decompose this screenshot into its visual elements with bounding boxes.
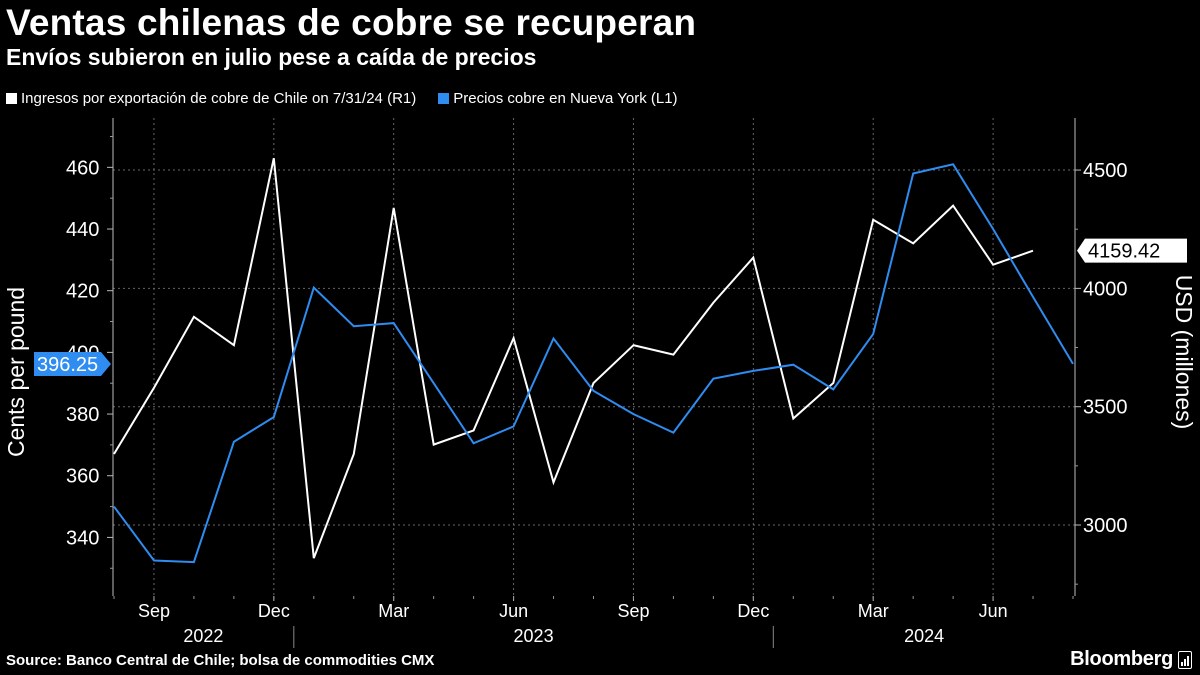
source-note: Source: Banco Central de Chile; bolsa de… xyxy=(6,652,435,669)
x-year-label: 2023 xyxy=(514,626,554,646)
chart-legend: Ingresos por exportación de cobre de Chi… xyxy=(6,90,700,107)
brand-logo: Bloomberg xyxy=(1070,648,1192,671)
series-line-prices xyxy=(113,163,1074,564)
x-tick-label: Mar xyxy=(858,601,889,621)
x-tick-label: Dec xyxy=(737,601,769,621)
brand-name: Bloomberg xyxy=(1070,648,1173,670)
y-left-tick-label: 380 xyxy=(66,404,99,426)
x-year-label: 2024 xyxy=(904,626,944,646)
x-year-label: 2022 xyxy=(183,626,223,646)
legend-swatch-exports xyxy=(6,93,17,104)
last-value-callout-exports xyxy=(1077,238,1187,263)
y-left-tick-label: 460 xyxy=(66,157,99,179)
x-tick-label: Sep xyxy=(617,601,649,621)
y-left-tick-label: 340 xyxy=(66,527,99,549)
y-left-axis-label: Cents per pound xyxy=(3,287,29,457)
x-tick-label: Jun xyxy=(499,601,528,621)
y-left-tick-label: 420 xyxy=(66,281,99,303)
last-value-callout-prices xyxy=(34,351,111,376)
y-right-tick-label: 3500 xyxy=(1083,397,1128,419)
x-tick-label: Dec xyxy=(258,601,290,621)
last-value-text-exports: 4159.42 xyxy=(1088,241,1160,263)
legend-item-exports: Ingresos por exportación de cobre de Chi… xyxy=(6,90,416,107)
legend-item-prices: Precios cobre en Nueva York (L1) xyxy=(438,90,678,107)
legend-label-exports: Ingresos por exportación de cobre de Chi… xyxy=(21,90,417,107)
legend-swatch-prices xyxy=(438,93,450,104)
chart-subtitle: Envíos subieron en julio pese a caída de… xyxy=(6,44,537,70)
chart-title: Ventas chilenas de cobre se recuperan xyxy=(6,2,697,43)
last-value-text-prices: 396.25 xyxy=(37,354,98,376)
last-value-label-prices: 396.25 xyxy=(34,351,111,376)
y-right-tick-label: 4000 xyxy=(1083,278,1128,300)
legend-label-prices: Precios cobre en Nueva York (L1) xyxy=(453,90,678,107)
series-line-exports xyxy=(113,157,1034,559)
value-labels: 4159.42 396.25 xyxy=(34,238,1187,376)
x-tick-label: Mar xyxy=(378,601,409,621)
gridlines xyxy=(113,118,1075,596)
y-right-tick-label: 4500 xyxy=(1083,160,1128,182)
y-right-axis-label: USD (millones) xyxy=(1171,275,1197,430)
y-left-tick-label: 440 xyxy=(66,219,99,241)
last-value-label-exports: 4159.42 xyxy=(1077,238,1187,263)
x-tick-label: Jun xyxy=(979,601,1008,621)
series-layer xyxy=(113,157,1074,564)
y-left-tick-label: 360 xyxy=(66,466,99,488)
bloomberg-badge-icon xyxy=(1178,650,1192,669)
axes: Sep Dec Mar Jun Sep Dec Mar Jun 2022 2023 2024 340 3… xyxy=(3,118,1197,648)
x-tick-label: Sep xyxy=(138,601,170,621)
y-right-tick-label: 3000 xyxy=(1083,515,1128,537)
